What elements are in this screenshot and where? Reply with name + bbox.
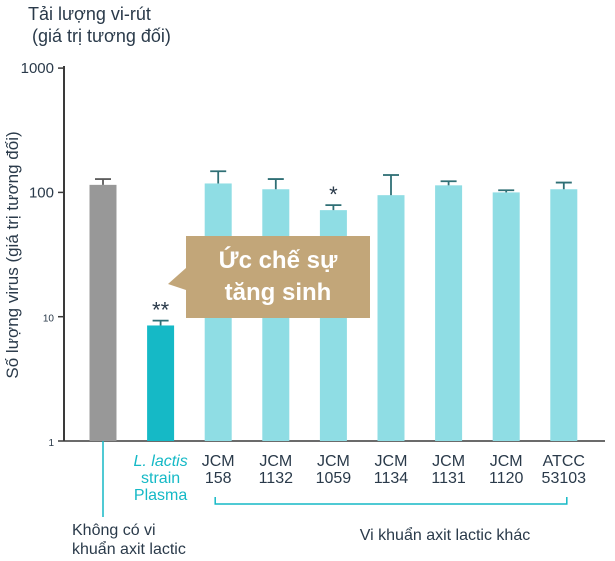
y-tick-label: 1000 — [21, 60, 54, 77]
bar — [147, 325, 175, 441]
others-group-label: Vi khuẩn axit lactic khác — [360, 526, 530, 544]
x-tick-label: JCM — [490, 453, 523, 470]
x-tick-label: JCM — [317, 453, 350, 470]
bar — [550, 189, 578, 441]
bar — [492, 192, 520, 441]
callout-text-line2: tăng sinh — [225, 279, 332, 306]
x-tick-label: 1131 — [431, 470, 466, 487]
x-tick-label: JCM — [375, 453, 408, 470]
x-tick-label: 1132 — [259, 470, 294, 487]
x-tick-label: 1059 — [316, 470, 352, 487]
callout-text-line1: Ức chế sự — [219, 246, 338, 274]
x-tick-label: L. lactis — [133, 453, 187, 470]
significance-marker: * — [329, 182, 338, 207]
control-group-label-line1: Không có vi — [72, 522, 156, 539]
chart-title-line2: (giá trị tương đối) — [32, 26, 171, 46]
x-tick-label: 158 — [205, 470, 232, 487]
x-tick-label: 1134 — [374, 470, 409, 487]
x-tick-label: Plasma — [134, 487, 187, 504]
x-tick-label: JCM — [432, 453, 465, 470]
chart-title-line1: Tải lượng vi-rút — [28, 4, 151, 24]
x-tick-label: JCM — [202, 453, 235, 470]
x-tick-label: ATCC — [543, 453, 585, 470]
bar — [377, 195, 405, 441]
others-bracket — [214, 497, 568, 505]
y-tick-label: 1 — [48, 438, 54, 449]
control-group-label-line2: khuẩn axit lactic — [72, 540, 186, 558]
x-tick-label: 53103 — [542, 470, 587, 487]
x-tick-label: strain — [141, 470, 180, 487]
y-tick-label: 10 — [43, 314, 55, 325]
x-tick-label: 1120 — [489, 470, 524, 487]
y-axis-label: Số lượng virus (giá trị tương đối) — [3, 131, 22, 378]
x-tick-label: JCM — [259, 453, 292, 470]
bar — [435, 185, 463, 441]
significance-marker: ** — [152, 298, 170, 323]
y-tick-label: 100 — [29, 184, 54, 201]
bar — [89, 184, 117, 441]
callout-box — [168, 236, 370, 318]
